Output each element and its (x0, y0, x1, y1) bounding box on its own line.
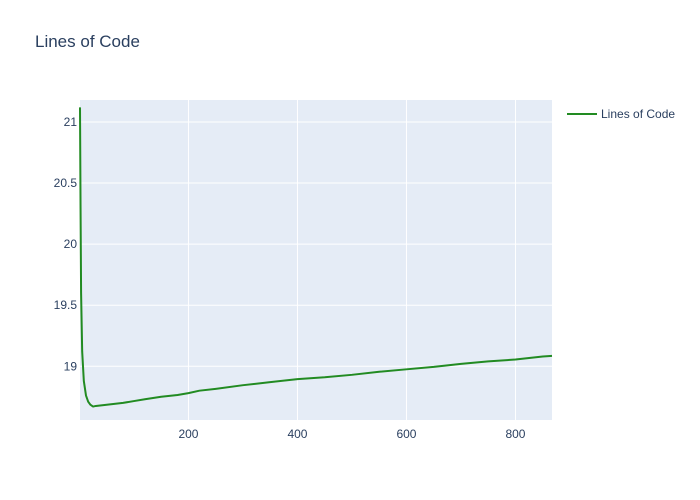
chart-title: Lines of Code (35, 32, 140, 51)
series-layer (79, 107, 553, 408)
plot-area (80, 100, 552, 420)
x-tick-label: 400 (287, 427, 307, 441)
x-axis-ticks: 200 400 600 800 (178, 427, 525, 441)
y-tick-label: 21 (64, 115, 78, 129)
y-tick-label: 20 (64, 237, 78, 251)
y-tick-label: 19.5 (54, 298, 78, 312)
x-tick-label: 600 (396, 427, 416, 441)
legend-label: Lines of Code (601, 107, 675, 121)
y-axis-ticks: 19 19.5 20 20.5 21 (54, 115, 78, 373)
x-tick-label: 800 (505, 427, 525, 441)
y-tick-label: 19 (64, 359, 78, 373)
legend[interactable]: Lines of Code (567, 107, 675, 121)
y-tick-label: 20.5 (54, 176, 78, 190)
x-tick-label: 200 (178, 427, 198, 441)
series-line-0 (79, 107, 553, 408)
grid-lines (80, 100, 552, 420)
